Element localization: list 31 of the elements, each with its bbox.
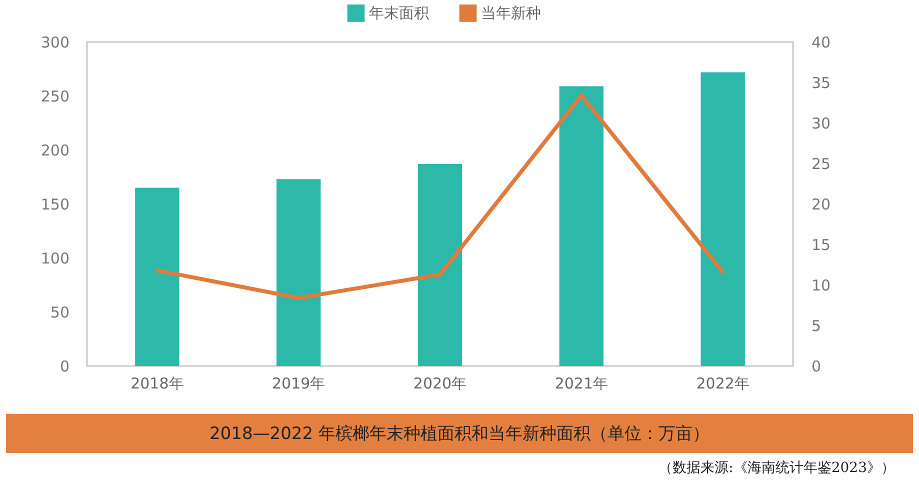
x-tick-label: 2019年: [272, 374, 326, 392]
y2-tick-label: 0: [812, 358, 822, 376]
x-tick-label: 2018年: [130, 374, 184, 392]
text: （数据来源:《海南统计年鉴2023》）: [658, 459, 895, 477]
y2-tick-label: 5: [812, 317, 822, 335]
bar: [276, 179, 321, 366]
y2-tick-label: 20: [812, 196, 831, 214]
y-tick-label: 50: [50, 304, 70, 322]
y-tick-label: 300: [40, 34, 70, 52]
y2-tick-label: 35: [812, 74, 831, 92]
legend-label: 年末面积: [369, 4, 429, 22]
text: 2018—2022 年槟榔年末种植面积和当年新种面积（单位：万亩）: [6, 414, 913, 453]
x-tick-label: 2022年: [696, 374, 750, 392]
bar: [559, 86, 604, 366]
bar: [135, 188, 180, 366]
y2-tick-label: 25: [812, 155, 831, 173]
y2-tick-label: 40: [812, 34, 831, 52]
bar: [418, 164, 462, 366]
legend-label: 当年新种: [481, 4, 541, 22]
y-tick-label: 100: [40, 250, 70, 268]
line-series: [155, 93, 725, 300]
x-tick-label: 2020年: [413, 374, 467, 392]
y-tick-label: 0: [60, 358, 70, 376]
x-tick-label: 2021年: [554, 374, 608, 392]
bar: [700, 72, 745, 366]
y-tick-label: 200: [40, 142, 70, 160]
y2-tick-label: 30: [812, 114, 831, 132]
y-tick-label: 150: [40, 196, 70, 214]
y2-tick-label: 15: [812, 236, 831, 254]
y2-tick-label: 10: [812, 276, 831, 294]
y-tick-label: 250: [40, 88, 70, 106]
